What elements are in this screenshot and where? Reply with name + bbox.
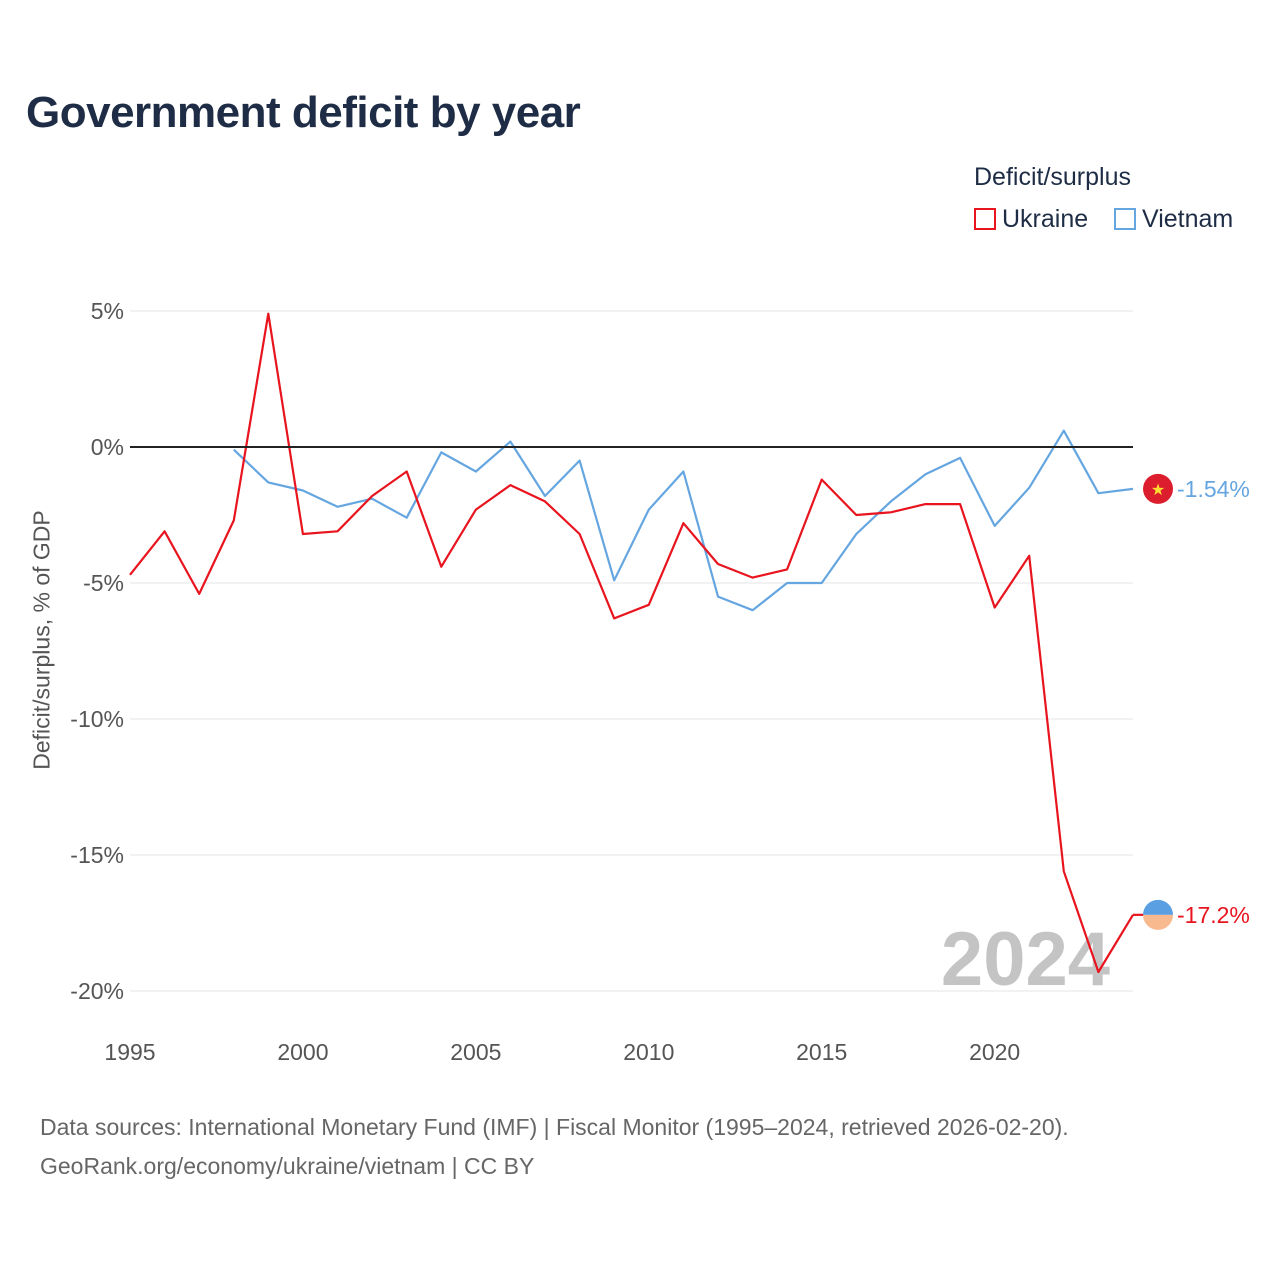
chart-title: Government deficit by year — [26, 88, 581, 137]
ukraine-end-label: -17.2% — [1177, 902, 1250, 928]
legend-label-ukraine: Ukraine — [1002, 204, 1089, 233]
x-tick-label: 2020 — [969, 1039, 1020, 1065]
legend-swatch-ukraine — [974, 208, 996, 230]
y-tick-label: 5% — [91, 298, 124, 324]
vietnam-flag-icon: ★ — [1143, 473, 1173, 504]
x-tick-label: 2015 — [796, 1039, 847, 1065]
watermark-year: 2024 — [941, 917, 1110, 1002]
x-tick-label: 2000 — [277, 1039, 328, 1065]
vietnam-end-label: -1.54% — [1177, 476, 1250, 502]
vietnam-flag-star: ★ — [1151, 480, 1165, 499]
legend-title: Deficit/surplus — [974, 163, 1131, 191]
vietnam-flag-circle — [1143, 473, 1173, 504]
legend-item-ukraine[interactable]: Ukraine — [974, 204, 1088, 234]
ukraine-flag-bottom — [1143, 914, 1173, 930]
ukraine-flag-top — [1143, 899, 1173, 915]
x-tick-label: 1995 — [104, 1039, 155, 1065]
series-line-ukraine — [129, 312, 1134, 974]
x-tick-label: 2005 — [450, 1039, 501, 1065]
x-tick-label: 2010 — [623, 1039, 674, 1065]
y-tick-label: -10% — [70, 706, 124, 732]
ukraine-flag-icon — [1143, 899, 1173, 930]
y-tick-label: -5% — [83, 570, 124, 596]
y-tick-label: -15% — [70, 842, 124, 868]
legend-label-vietnam: Vietnam — [1142, 204, 1234, 233]
y-tick-label: 0% — [91, 434, 124, 460]
legend-item-vietnam[interactable]: Vietnam — [1114, 204, 1233, 234]
sources-line-2[interactable]: GeoRank.org/economy/ukraine/vietnam | CC… — [40, 1153, 535, 1179]
sources-line-1: Data sources: International Monetary Fun… — [40, 1114, 1069, 1140]
y-tick-label: -20% — [70, 978, 124, 1004]
legend-swatch-vietnam — [1114, 208, 1136, 230]
series-line-vietnam — [233, 429, 1134, 612]
data-sources: Data sources: International Monetary Fun… — [40, 1108, 1069, 1186]
